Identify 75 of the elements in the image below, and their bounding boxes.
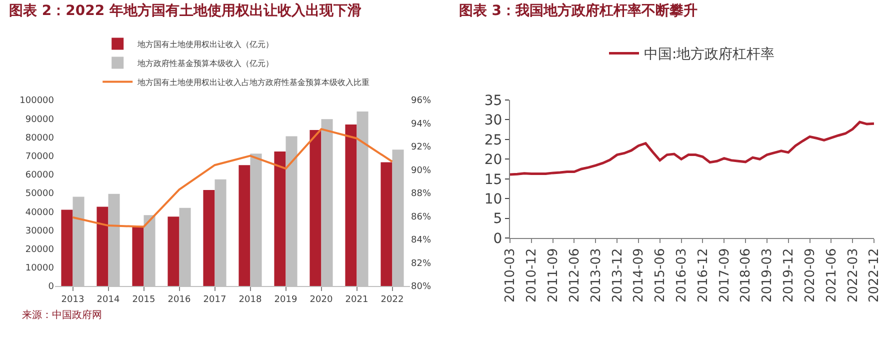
x-tick-label: 2010-03 (503, 248, 518, 303)
x-tick-label: 2018 (238, 294, 262, 305)
x-tick-label: 2016 (168, 294, 191, 305)
y-tick-label: 90000 (25, 114, 54, 125)
y-tick-label: 70000 (25, 152, 54, 162)
x-tick-label: 2022 (380, 294, 404, 305)
y-tick-label: 35 (484, 92, 502, 109)
x-tick-label: 2014-09 (632, 248, 647, 303)
y-tick-label: 25 (484, 132, 502, 148)
bar (380, 162, 392, 286)
x-tick-label: 2012-06 (567, 248, 582, 303)
bar (274, 152, 286, 286)
x-tick-label: 2019-03 (760, 248, 776, 303)
y-tick-label: 5 (493, 211, 502, 228)
bar (132, 226, 144, 286)
bar (61, 210, 73, 286)
x-tick-label: 2020-09 (802, 248, 818, 303)
y-tick-label: 20000 (25, 244, 54, 255)
x-tick-label: 2021 (345, 294, 368, 305)
bar (238, 165, 250, 286)
y2-tick-label: 82% (411, 258, 432, 269)
bar (168, 216, 180, 286)
y2-tick-label: 90% (411, 166, 432, 176)
bar (96, 206, 108, 286)
y-tick-label: 10000 (25, 264, 54, 274)
x-tick-label: 2017-09 (717, 248, 732, 303)
chart-title: 图表 2：2022 年地方国有土地使用权出让收入出现下滑 (9, 2, 362, 19)
chart-title: 图表 3：我国地方政府杠杆率不断攀升 (458, 2, 698, 19)
y2-tick-label: 88% (411, 189, 432, 200)
legend-label: 中国:地方政府杠杆率 (644, 46, 775, 63)
y-tick-label: 15 (484, 172, 502, 188)
x-tick-label: 2016-03 (674, 248, 690, 303)
x-tick-label: 2015 (132, 294, 156, 305)
x-tick-label: 2013-12 (610, 248, 626, 303)
y-tick-label: 50000 (25, 189, 54, 200)
x-tick-label: 2019-12 (782, 248, 797, 303)
y-tick-label: 40000 (25, 208, 54, 218)
legend-label: 地方国有土地使用权出让收入占地方政府性基金预算本级收入比重 (136, 78, 370, 87)
bar (345, 124, 357, 286)
y-tick-label: 30000 (25, 226, 54, 236)
y2-tick-label: 80% (411, 282, 432, 292)
y-tick-label: 0 (48, 282, 54, 292)
x-tick-label: 2014 (96, 294, 120, 305)
y2-tick-label: 94% (411, 119, 432, 130)
legend-label: 地方政府性基金预算本级收入（亿元） (136, 58, 274, 68)
x-tick-label: 2020 (310, 294, 333, 305)
x-tick-label: 2013-03 (588, 248, 604, 303)
x-tick-label: 2022-12 (867, 248, 882, 303)
x-tick-label: 2022-03 (846, 248, 861, 303)
x-tick-label: 2013 (61, 294, 84, 305)
y-tick-label: 0 (493, 230, 502, 247)
x-tick-label: 2010-12 (524, 248, 540, 303)
y-tick-label: 100000 (20, 96, 54, 106)
y-tick-label: 20 (484, 152, 502, 168)
y2-tick-label: 96% (411, 96, 432, 106)
x-tick-label: 2016-12 (696, 248, 711, 303)
source-note: 来源：中国政府网 (22, 309, 102, 321)
line-series (510, 120, 874, 176)
y2-tick-label: 84% (411, 236, 432, 246)
legend-label: 地方国有土地使用权出让收入（亿元） (136, 40, 274, 49)
x-tick-label: 2017 (203, 294, 226, 305)
y2-tick-label: 92% (411, 142, 432, 153)
x-tick-label: 2019 (274, 294, 298, 305)
x-tick-label: 2015-06 (653, 248, 668, 303)
y-tick-label: 10 (484, 191, 502, 208)
bar (310, 130, 322, 286)
x-tick-label: 2021-06 (824, 248, 840, 303)
x-tick-label: 2011-09 (546, 248, 562, 303)
y-tick-label: 30 (484, 112, 502, 129)
y-tick-label: 60000 (25, 170, 54, 181)
bar (203, 190, 215, 286)
y-tick-label: 80000 (25, 133, 54, 144)
x-tick-label: 2018-06 (738, 248, 754, 303)
y2-tick-label: 86% (411, 212, 432, 222)
line-series (72, 128, 394, 228)
